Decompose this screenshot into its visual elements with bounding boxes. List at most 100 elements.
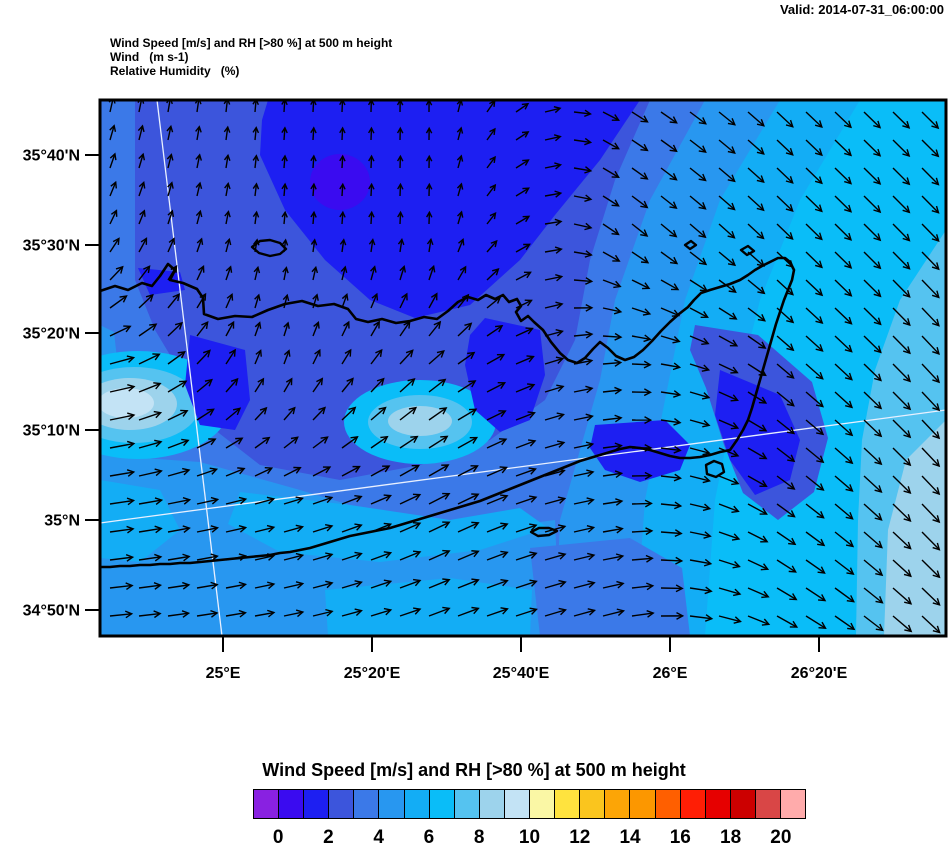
wind-arrow — [776, 503, 796, 518]
wind-arrow — [921, 139, 940, 158]
wind-arrow — [457, 210, 464, 225]
wind-arrow — [776, 419, 796, 435]
contour-region — [310, 154, 370, 210]
colorbar-tick-label: 18 — [720, 827, 742, 848]
wind-arrow — [225, 407, 242, 421]
wind-arrow — [834, 419, 854, 437]
wind-arrow — [109, 497, 136, 506]
colorbar-cell — [579, 789, 606, 819]
wind-arrow — [370, 320, 380, 337]
wind-arrow — [631, 223, 649, 237]
wind-arrow — [892, 391, 912, 411]
wind-arrow — [863, 587, 884, 604]
wind-arrow — [834, 335, 853, 353]
colorbar-cell — [779, 789, 807, 819]
wind-vector-arrows — [108, 100, 941, 634]
wind-arrow — [921, 251, 940, 271]
wind-arrow — [892, 251, 911, 270]
colorbar-tick-label: 0 — [272, 827, 284, 848]
wind-arrow — [892, 167, 911, 186]
wind-arrow — [747, 335, 767, 349]
wind-arrow — [776, 391, 795, 407]
wind-arrow — [834, 447, 854, 465]
wind-arrow — [196, 408, 215, 421]
wind-arrow — [863, 503, 883, 521]
wind-arrow — [689, 195, 707, 210]
wind-arrow — [254, 321, 262, 337]
wind-arrow — [225, 467, 246, 477]
wind-arrow — [921, 167, 940, 186]
wind-arrow — [254, 496, 276, 505]
wind-arrow — [339, 100, 346, 113]
wind-arrow — [863, 195, 882, 214]
wind-arrow — [921, 475, 941, 496]
wind-arrow — [428, 492, 451, 505]
wind-arrow — [863, 391, 883, 410]
wind-arrow — [486, 155, 496, 169]
wind-arrow — [486, 296, 502, 309]
wind-arrow — [167, 321, 183, 337]
wind-arrow — [283, 436, 299, 449]
wind-arrow — [138, 293, 154, 309]
wind-arrow — [660, 111, 678, 124]
x-axis-tick-label: 25°E — [206, 665, 241, 682]
wind-arrow — [368, 182, 375, 197]
colorbar-cell — [353, 789, 380, 819]
wind-arrow — [225, 377, 239, 393]
wind-arrow — [399, 493, 422, 505]
wind-arrow — [544, 468, 566, 477]
wind-arrow — [747, 391, 768, 404]
wind-arrow — [544, 356, 565, 365]
y-axis-tick-label: 35°30'N — [23, 238, 80, 255]
wind-arrow — [631, 554, 654, 563]
wind-arrow — [428, 378, 447, 393]
wind-arrow — [921, 419, 941, 440]
wind-arrow — [573, 357, 594, 366]
wind-arrow — [109, 355, 136, 365]
meridian-gridline-25E — [156, 100, 223, 636]
wind-arrow — [747, 251, 765, 267]
wind-arrow — [138, 237, 148, 253]
wind-arrow — [456, 154, 464, 169]
wind-arrow — [339, 182, 346, 197]
wind-arrow — [834, 279, 853, 297]
wind-arrow — [631, 416, 653, 424]
wind-arrow — [660, 584, 684, 593]
wind-arrow — [747, 223, 765, 240]
wind-arrow — [196, 237, 204, 253]
wind-arrow — [486, 239, 498, 253]
wind-arrow — [456, 100, 464, 113]
colorbar-cell — [729, 789, 756, 819]
wind-arrow — [283, 552, 305, 561]
wind-arrow — [805, 195, 823, 213]
wind-arrow — [254, 406, 268, 421]
wind-arrow — [515, 551, 538, 561]
wind-arrow — [544, 329, 564, 337]
wind-arrow — [283, 349, 291, 365]
wind-arrow — [892, 195, 911, 214]
wind-arrow — [660, 445, 682, 454]
wind-arrow — [138, 610, 162, 619]
wind-arrow — [196, 292, 207, 309]
wind-arrow — [805, 363, 824, 380]
wind-arrow — [310, 100, 317, 113]
wind-arrow — [196, 265, 205, 281]
wind-arrow — [573, 413, 594, 422]
wind-arrow — [863, 223, 882, 242]
wind-arrow — [834, 475, 854, 492]
colorbar-cell — [478, 789, 505, 819]
wind-arrow — [544, 301, 564, 310]
wind-arrow — [341, 293, 349, 309]
wind-arrow — [863, 335, 882, 354]
wind-arrow — [863, 531, 883, 549]
wind-arrow — [544, 412, 565, 421]
wind-arrow — [457, 265, 467, 281]
colorbar-cell — [679, 789, 706, 819]
wind-arrow — [689, 475, 711, 484]
contour-region — [884, 420, 946, 636]
contour-region — [260, 100, 640, 318]
y-axis-tick-label: 35°40'N — [23, 148, 80, 165]
map-frame — [98, 98, 948, 638]
contour-region — [465, 318, 545, 432]
wind-arrow — [425, 182, 433, 197]
